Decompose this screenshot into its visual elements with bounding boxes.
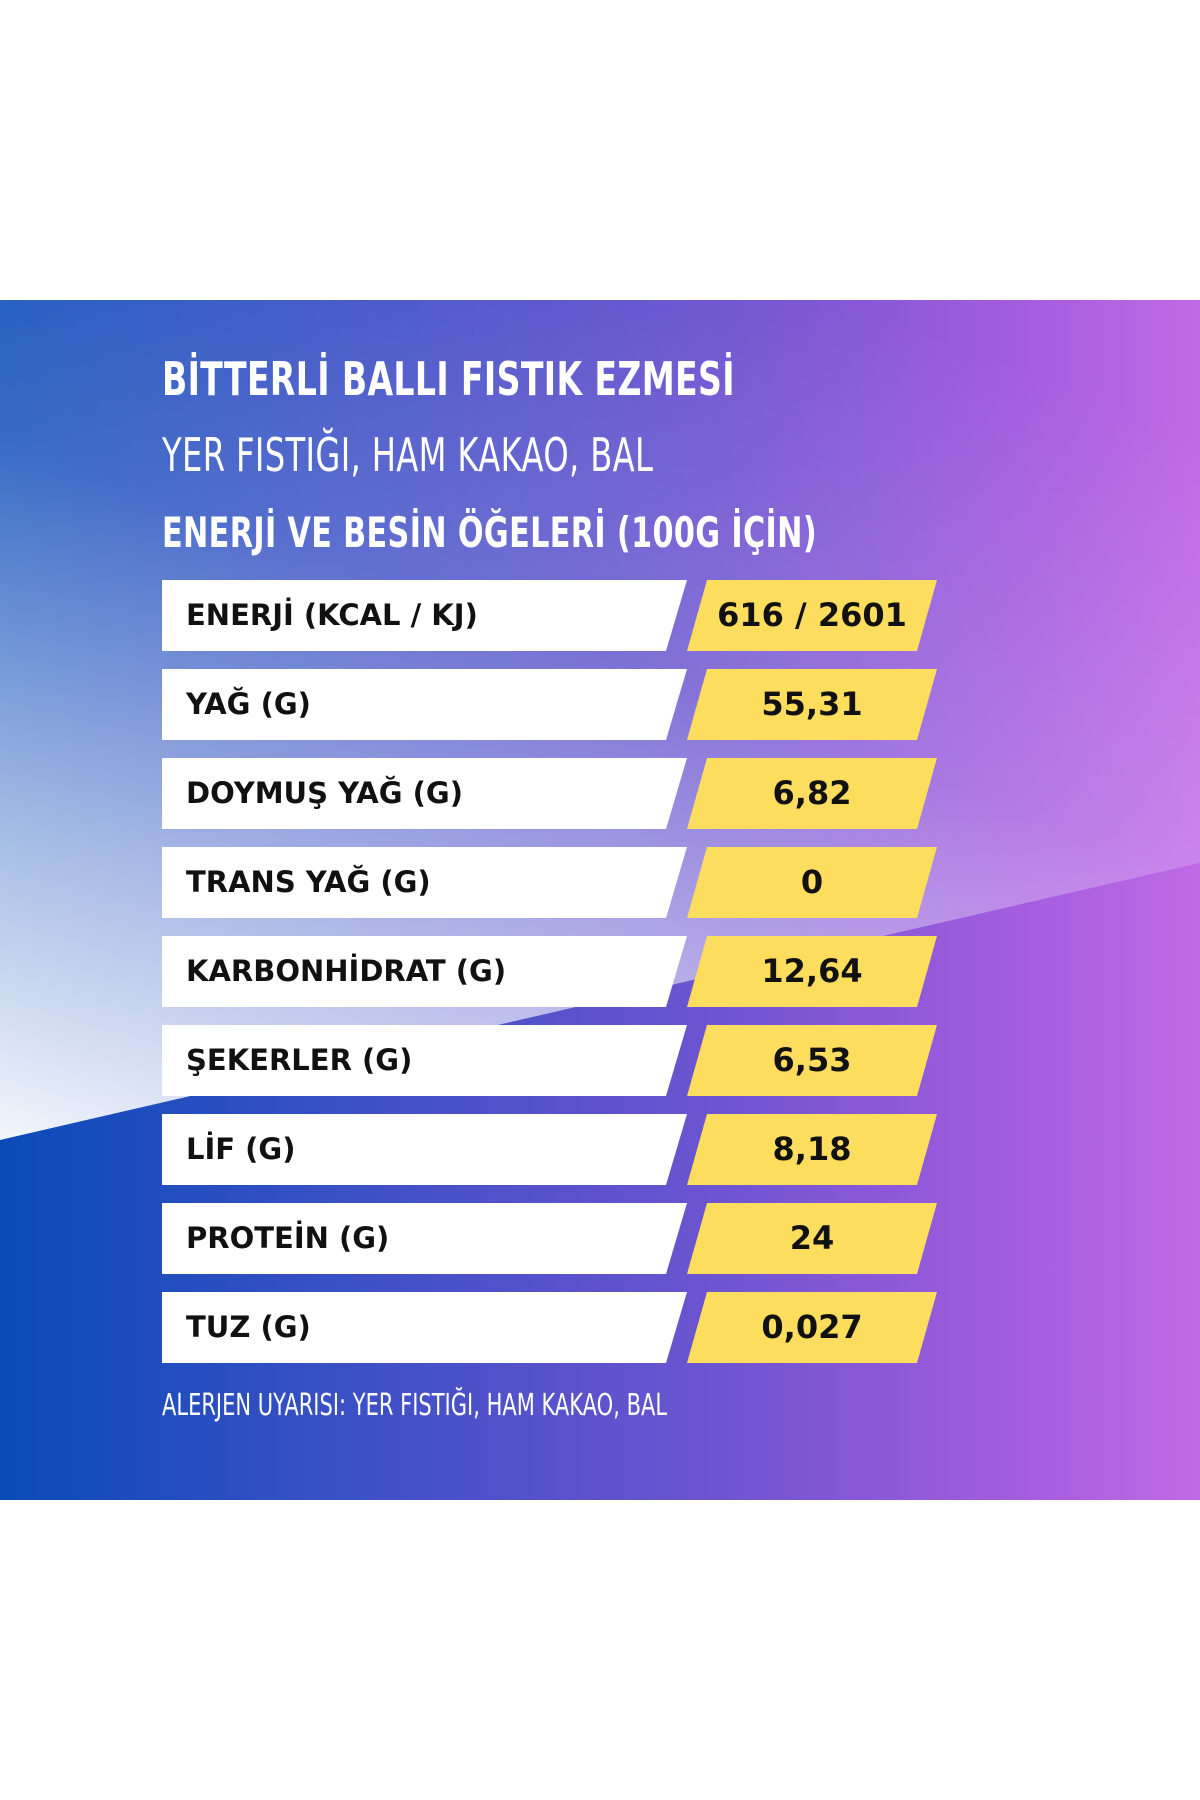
value-cell: 6,53 xyxy=(687,1025,937,1096)
value-cell: 616 / 2601 xyxy=(687,580,937,651)
value-cell: 6,82 xyxy=(687,758,937,829)
label-cell: ŞEKERLER (G) xyxy=(162,1025,687,1096)
nutrition-panel: BİTTERLİ BALLI FISTIK EZMESİ YER FISTIĞI… xyxy=(0,300,1200,1500)
value-cell: 0 xyxy=(687,847,937,918)
product-title: BİTTERLİ BALLI FISTIK EZMESİ xyxy=(162,352,735,406)
value-cell: 24 xyxy=(687,1203,937,1274)
label-cell: TRANS YAĞ (G) xyxy=(162,847,687,918)
value-cell: 55,31 xyxy=(687,669,937,740)
label-cell: PROTEİN (G) xyxy=(162,1203,687,1274)
nutrient-value: 616 / 2601 xyxy=(717,596,907,634)
nutrition-section-title: ENERJİ VE BESİN ÖĞELERİ (100G İÇİN) xyxy=(162,508,817,557)
nutrient-label: DOYMUŞ YAĞ (G) xyxy=(186,776,463,810)
nutrient-value: 6,53 xyxy=(772,1041,852,1079)
label-cell: YAĞ (G) xyxy=(162,669,687,740)
nutrient-label: YAĞ (G) xyxy=(186,687,311,721)
nutrition-row-fat: YAĞ (G) 55,31 xyxy=(162,669,937,740)
nutrition-row-protein: PROTEİN (G) 24 xyxy=(162,1203,937,1274)
nutrient-label: ENERJİ (KCAL / KJ) xyxy=(186,598,478,632)
ingredients-subtitle: YER FISTIĞI, HAM KAKAO, BAL xyxy=(162,428,654,482)
nutrition-row-energy: ENERJİ (KCAL / KJ) 616 / 2601 xyxy=(162,580,937,651)
nutrient-label: TUZ (G) xyxy=(186,1310,311,1344)
nutrient-value: 24 xyxy=(789,1219,835,1257)
nutrition-row-fiber: LİF (G) 8,18 xyxy=(162,1114,937,1185)
nutrient-value: 55,31 xyxy=(761,685,863,723)
nutrient-label: PROTEİN (G) xyxy=(186,1221,390,1255)
nutrient-label: TRANS YAĞ (G) xyxy=(186,865,431,899)
nutrient-value: 12,64 xyxy=(761,952,863,990)
allergen-warning: ALERJEN UYARISI: YER FISTIĞI, HAM KAKAO,… xyxy=(162,1388,668,1423)
label-cell: DOYMUŞ YAĞ (G) xyxy=(162,758,687,829)
nutrient-value: 0,027 xyxy=(761,1308,863,1346)
nutrient-value: 0 xyxy=(800,863,824,901)
label-cell: ENERJİ (KCAL / KJ) xyxy=(162,580,687,651)
nutrient-label: KARBONHİDRAT (G) xyxy=(186,954,507,988)
nutrition-row-trans-fat: TRANS YAĞ (G) 0 xyxy=(162,847,937,918)
nutrition-table: ENERJİ (KCAL / KJ) 616 / 2601 YAĞ (G) 55… xyxy=(162,580,937,1381)
label-cell: TUZ (G) xyxy=(162,1292,687,1363)
nutrient-value: 6,82 xyxy=(772,774,852,812)
label-cell: LİF (G) xyxy=(162,1114,687,1185)
nutrient-value: 8,18 xyxy=(772,1130,852,1168)
nutrient-label: ŞEKERLER (G) xyxy=(186,1043,413,1077)
nutrition-row-carbohydrate: KARBONHİDRAT (G) 12,64 xyxy=(162,936,937,1007)
value-cell: 8,18 xyxy=(687,1114,937,1185)
label-cell: KARBONHİDRAT (G) xyxy=(162,936,687,1007)
nutrition-row-sugars: ŞEKERLER (G) 6,53 xyxy=(162,1025,937,1096)
nutrition-row-saturated-fat: DOYMUŞ YAĞ (G) 6,82 xyxy=(162,758,937,829)
value-cell: 12,64 xyxy=(687,936,937,1007)
nutrition-row-salt: TUZ (G) 0,027 xyxy=(162,1292,937,1363)
value-cell: 0,027 xyxy=(687,1292,937,1363)
nutrient-label: LİF (G) xyxy=(186,1132,296,1166)
